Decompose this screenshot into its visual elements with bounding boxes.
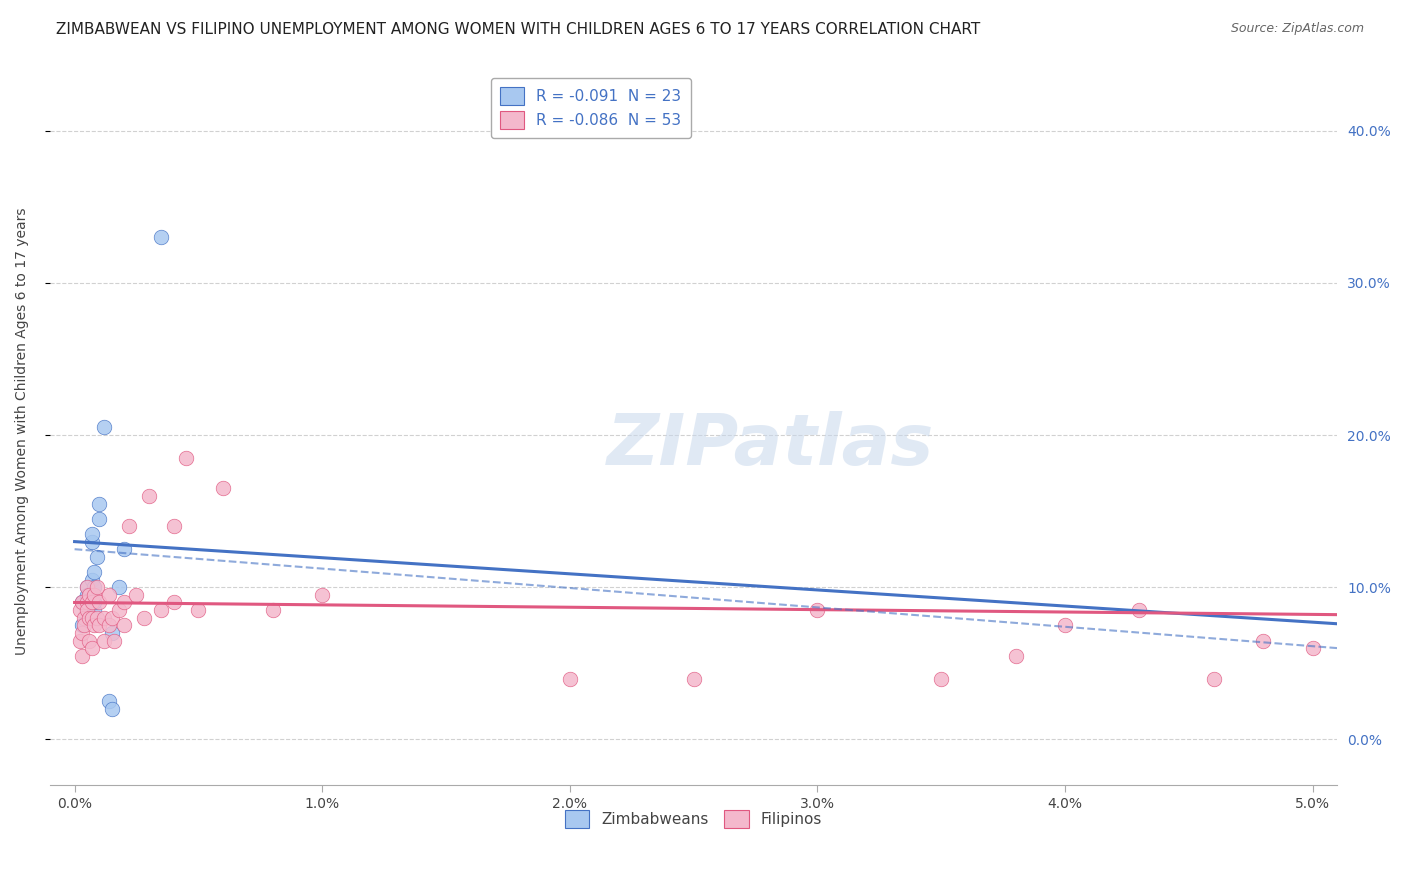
Point: [83, 618, 105, 632]
Point: [150, 603, 173, 617]
Point: [112, 595, 135, 609]
Point: [80, 527, 103, 541]
Point: [80, 595, 103, 609]
Point: [558, 672, 581, 686]
Point: [929, 672, 952, 686]
Point: [70, 595, 93, 609]
Point: [93, 610, 115, 624]
Point: [86, 610, 108, 624]
Point: [1053, 618, 1076, 632]
Point: [69, 633, 91, 648]
Point: [108, 580, 131, 594]
Point: [76, 588, 98, 602]
Point: [1004, 648, 1026, 663]
Point: [806, 603, 828, 617]
Point: [79, 588, 101, 602]
Point: [108, 603, 131, 617]
Point: [86, 549, 108, 564]
Point: [138, 489, 160, 503]
Point: [83, 565, 105, 579]
Point: [98, 618, 121, 632]
Point: [311, 588, 333, 602]
Point: [76, 603, 98, 617]
Point: [100, 626, 122, 640]
Point: [112, 542, 135, 557]
Point: [100, 702, 122, 716]
Point: [1251, 633, 1274, 648]
Point: [162, 595, 184, 609]
Point: [83, 603, 105, 617]
Point: [93, 420, 115, 434]
Point: [89, 497, 111, 511]
Point: [83, 595, 105, 609]
Point: [93, 633, 115, 648]
Point: [682, 672, 704, 686]
Point: [112, 618, 135, 632]
Point: [132, 610, 155, 624]
Point: [79, 610, 101, 624]
Point: [69, 603, 91, 617]
Point: [73, 610, 96, 624]
Point: [80, 534, 103, 549]
Point: [83, 580, 105, 594]
Point: [80, 641, 103, 656]
Point: [76, 580, 98, 594]
Point: [212, 481, 235, 495]
Legend: Zimbabweans, Filipinos: Zimbabweans, Filipinos: [558, 805, 828, 834]
Point: [89, 512, 111, 526]
Y-axis label: Unemployment Among Women with Children Ages 6 to 17 years: Unemployment Among Women with Children A…: [15, 208, 30, 655]
Point: [70, 626, 93, 640]
Point: [89, 618, 111, 632]
Point: [98, 588, 121, 602]
Point: [118, 519, 141, 533]
Point: [1128, 603, 1150, 617]
Point: [100, 610, 122, 624]
Point: [80, 610, 103, 624]
Point: [1202, 672, 1225, 686]
Text: ZIMBABWEAN VS FILIPINO UNEMPLOYMENT AMONG WOMEN WITH CHILDREN AGES 6 TO 17 YEARS: ZIMBABWEAN VS FILIPINO UNEMPLOYMENT AMON…: [56, 22, 980, 37]
Point: [125, 588, 148, 602]
Point: [89, 595, 111, 609]
Point: [80, 573, 103, 587]
Point: [70, 648, 93, 663]
Point: [98, 694, 121, 708]
Point: [162, 519, 184, 533]
Point: [76, 603, 98, 617]
Point: [150, 230, 173, 244]
Point: [70, 595, 93, 609]
Point: [83, 588, 105, 602]
Point: [1302, 641, 1324, 656]
Text: ZIPatlas: ZIPatlas: [607, 411, 935, 480]
Point: [79, 588, 101, 602]
Point: [103, 633, 125, 648]
Point: [76, 595, 98, 609]
Point: [187, 603, 209, 617]
Point: [86, 580, 108, 594]
Point: [73, 618, 96, 632]
Point: [174, 450, 197, 465]
Point: [262, 603, 284, 617]
Point: [79, 633, 101, 648]
Text: Source: ZipAtlas.com: Source: ZipAtlas.com: [1230, 22, 1364, 36]
Point: [76, 580, 98, 594]
Point: [70, 618, 93, 632]
